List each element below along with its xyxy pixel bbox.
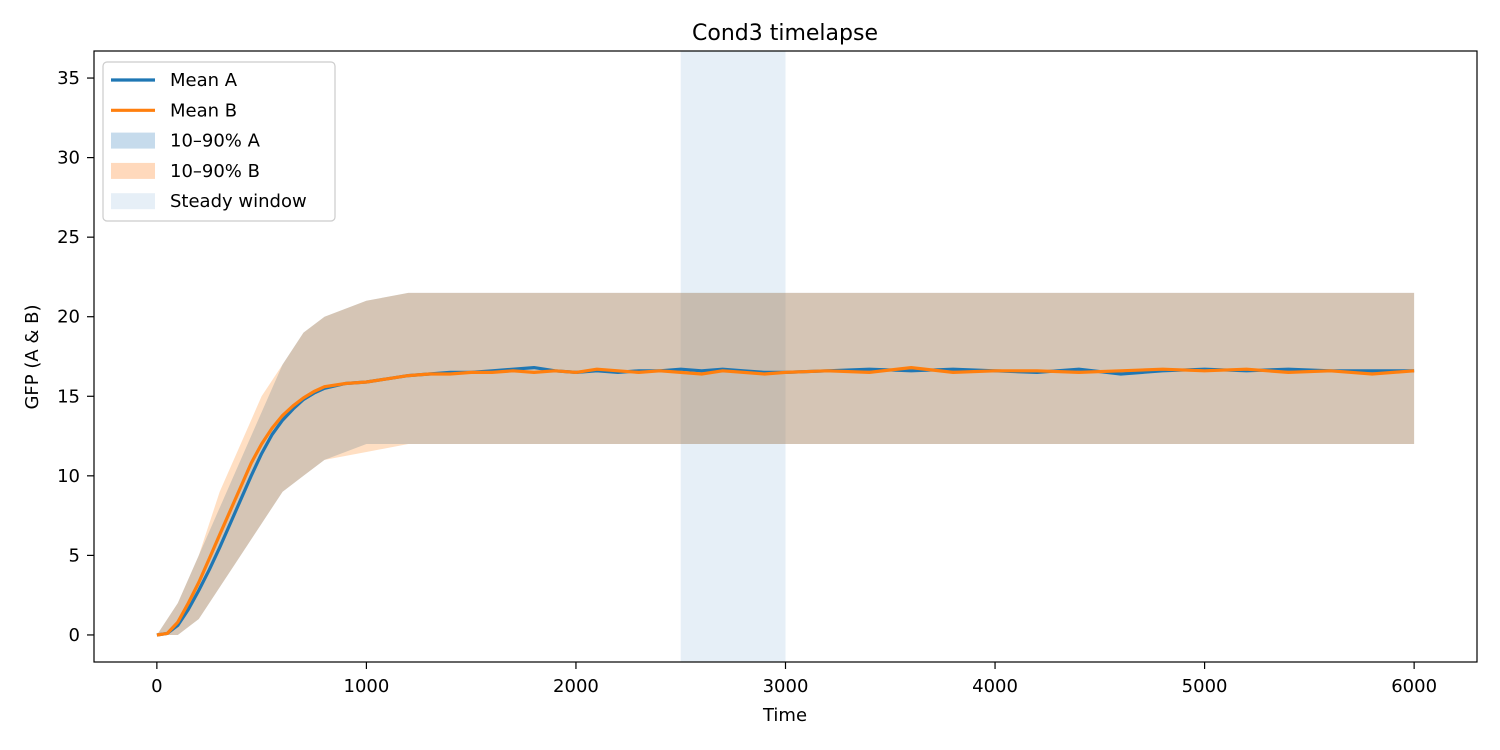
band-b — [156, 292, 1415, 635]
x-tick-label: 1000 — [344, 676, 390, 697]
y-tick-label: 5 — [69, 545, 80, 566]
x-tick-label: 6000 — [1391, 676, 1437, 697]
x-tick-label: 4000 — [972, 676, 1018, 697]
plot-area — [156, 51, 1415, 662]
x-tick-label: 3000 — [763, 676, 809, 697]
legend-swatch-patch — [111, 162, 155, 179]
legend-box — [102, 61, 336, 222]
y-tick-label: 0 — [69, 625, 80, 646]
x-tick-label: 0 — [151, 676, 162, 697]
y-axis-label: GFP (A & B) — [22, 304, 43, 409]
y-tick-label: 15 — [57, 386, 80, 407]
series-line-mean-b — [156, 366, 1415, 637]
y-tick-label: 25 — [57, 227, 80, 248]
y-tick-label: 35 — [57, 68, 80, 89]
y-tick-label: 30 — [57, 148, 80, 169]
legend-label: Mean A — [170, 70, 238, 91]
steady-window-span — [680, 51, 786, 662]
legend-swatch-patch — [111, 132, 155, 149]
plot-content — [156, 51, 1415, 662]
chart-title: Cond3 timelapse — [692, 21, 878, 46]
y-tick-label: 10 — [57, 466, 80, 487]
band-a — [156, 292, 1415, 635]
x-tick-label: 5000 — [1182, 676, 1228, 697]
legend-label: 10–90% A — [170, 131, 261, 152]
legend-label: 10–90% B — [170, 161, 260, 182]
y-tick-label: 20 — [57, 307, 80, 328]
axes: 0 1000 2000 3000 4000 5000 6000 0 5 10 15 20 25 30 35 — [57, 50, 1478, 697]
x-tick-label: 2000 — [553, 676, 599, 697]
legend: Mean A Mean B 10–90% A 10–90% B Steady windo… — [102, 61, 336, 222]
x-axis-label: Time — [762, 705, 807, 726]
legend-label: Steady window — [170, 191, 307, 212]
legend-swatch-patch — [111, 193, 155, 210]
legend-label: Mean B — [170, 100, 237, 121]
